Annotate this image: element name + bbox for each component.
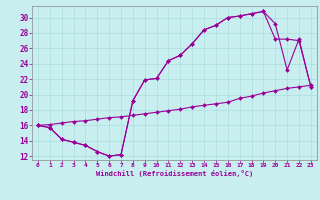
X-axis label: Windchill (Refroidissement éolien,°C): Windchill (Refroidissement éolien,°C) bbox=[96, 170, 253, 177]
